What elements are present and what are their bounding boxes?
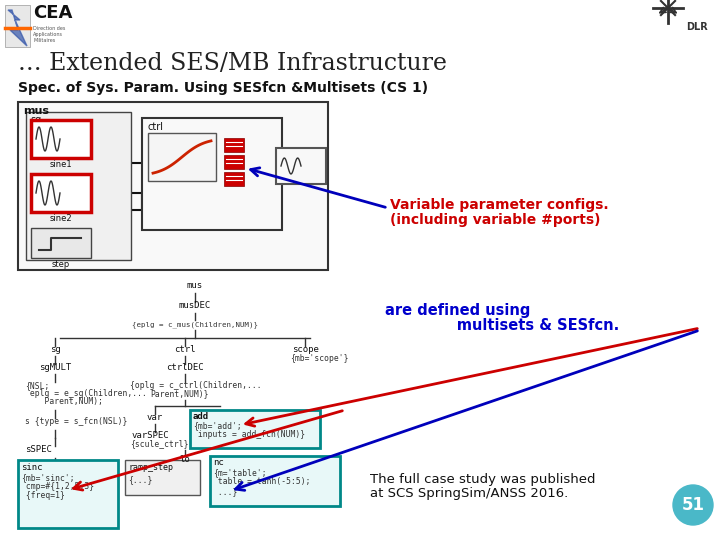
Text: nc: nc <box>213 458 224 467</box>
Text: musDEC: musDEC <box>179 301 211 310</box>
Text: {mb='sinc';: {mb='sinc'; <box>21 473 75 482</box>
Text: ctrl: ctrl <box>147 122 163 132</box>
Bar <box>5 5 30 47</box>
Text: 51: 51 <box>682 496 704 514</box>
Text: sg: sg <box>50 345 60 354</box>
Text: ctrlDEC: ctrlDEC <box>166 363 204 372</box>
Text: {eplg = c_mus(Children,NUM)}: {eplg = c_mus(Children,NUM)} <box>132 321 258 328</box>
Text: (including variable #ports): (including variable #ports) <box>390 213 600 227</box>
Text: step: step <box>52 260 70 269</box>
Text: {mb='add';: {mb='add'; <box>193 421 242 430</box>
Text: ...}: ...} <box>213 487 238 496</box>
Bar <box>276 148 326 184</box>
Text: {m='table';: {m='table'; <box>213 468 266 477</box>
Text: at SCS SpringSim/ANSS 2016.: at SCS SpringSim/ANSS 2016. <box>370 488 568 501</box>
Bar <box>26 112 131 260</box>
Bar <box>31 174 91 212</box>
Text: mus: mus <box>23 106 49 116</box>
Bar <box>210 456 340 506</box>
Text: Variable parameter configs.: Variable parameter configs. <box>390 198 608 212</box>
Text: sine2: sine2 <box>50 214 72 223</box>
Text: are defined using: are defined using <box>385 302 531 318</box>
Bar <box>31 120 91 158</box>
Text: CEA: CEA <box>33 4 73 22</box>
Text: Parent,NUM)}: Parent,NUM)} <box>150 389 209 398</box>
Text: sSPEC: sSPEC <box>25 445 52 454</box>
Bar <box>224 155 244 169</box>
Text: {NSL;: {NSL; <box>25 381 50 390</box>
Text: s {type = s_fcn(NSL)}: s {type = s_fcn(NSL)} <box>25 417 127 426</box>
Bar <box>125 460 200 495</box>
Text: lo: lo <box>179 455 190 464</box>
Circle shape <box>673 485 713 525</box>
Text: multisets & SESfcn.: multisets & SESfcn. <box>385 318 619 333</box>
Text: {freq=1}: {freq=1} <box>21 491 65 500</box>
Text: Spec. of Sys. Param. Using SESfcn &Multisets (CS 1): Spec. of Sys. Param. Using SESfcn &Multi… <box>18 81 428 95</box>
Bar <box>142 118 282 230</box>
Text: Direction des: Direction des <box>33 26 66 31</box>
Text: add: add <box>193 412 209 421</box>
Text: cmp=#{1,2,5,3}: cmp=#{1,2,5,3} <box>21 482 94 491</box>
Text: {...}: {...} <box>128 475 153 484</box>
Text: DLR: DLR <box>686 22 708 32</box>
Text: {oplg = c_ctrl(Children,...: {oplg = c_ctrl(Children,... <box>130 381 261 390</box>
Text: sinc: sinc <box>21 463 42 472</box>
Text: {scule_s}: {scule_s} <box>25 465 69 474</box>
Text: Parent,NUM);: Parent,NUM); <box>25 397 103 406</box>
Polygon shape <box>8 10 27 46</box>
Text: Militaires: Militaires <box>33 38 55 43</box>
Text: … Extended SES/MB Infrastructure: … Extended SES/MB Infrastructure <box>18 52 447 75</box>
Bar <box>18 102 328 270</box>
Text: ctrl: ctrl <box>174 345 196 354</box>
Text: varSPEC: varSPEC <box>131 431 168 440</box>
Text: Applications: Applications <box>33 32 63 37</box>
Text: The full case study was published: The full case study was published <box>370 474 595 487</box>
Text: sgMULT: sgMULT <box>39 363 71 372</box>
Text: eplg = e_sg(Children,...: eplg = e_sg(Children,... <box>25 389 147 398</box>
Text: table = tanh(-5:5);: table = tanh(-5:5); <box>213 477 310 486</box>
Text: sine1: sine1 <box>50 160 72 169</box>
Text: scope: scope <box>292 345 318 354</box>
Text: mus: mus <box>187 281 203 290</box>
Text: {scule_ctrl}: {scule_ctrl} <box>130 439 189 448</box>
Text: {mb='scope'}: {mb='scope'} <box>290 354 348 363</box>
Bar <box>148 133 216 181</box>
Bar <box>224 138 244 152</box>
Text: inputs = add_fcn(NUM)}: inputs = add_fcn(NUM)} <box>193 430 305 439</box>
Bar <box>18 460 118 528</box>
Text: var: var <box>147 413 163 422</box>
Bar <box>190 410 320 448</box>
Text: sg: sg <box>30 115 41 125</box>
Bar <box>224 172 244 186</box>
Bar <box>31 228 91 258</box>
Text: ramp_step: ramp_step <box>128 463 173 472</box>
